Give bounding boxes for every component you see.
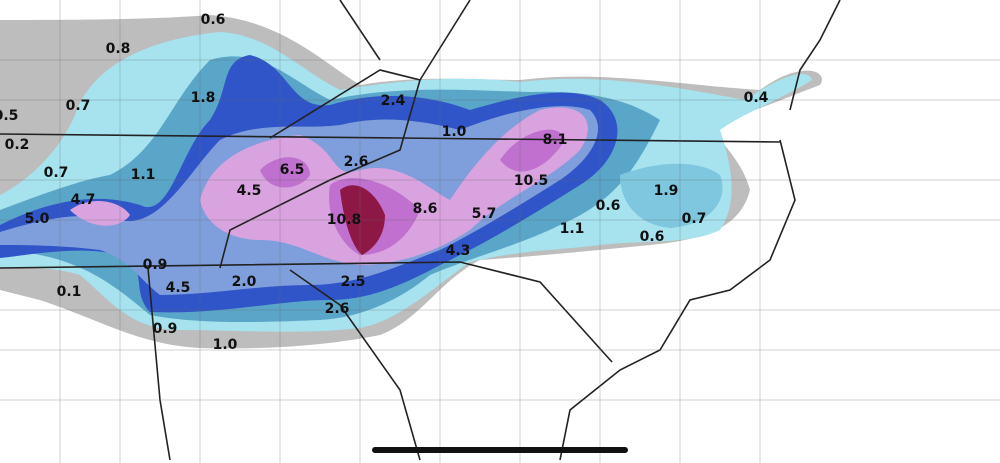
pink-west	[70, 200, 130, 226]
snowfall-amount-label: 8.1	[542, 132, 568, 148]
snowfall-amount-label: 0.1	[56, 284, 82, 300]
snowfall-amount-label: 0.5	[0, 108, 19, 124]
snowfall-amount-label: 5.0	[24, 211, 50, 227]
snowfall-amount-label: 0.4	[743, 90, 769, 106]
sc-ga-border	[289, 269, 421, 461]
snowfall-amount-label: 10.8	[326, 212, 362, 228]
snowfall-amount-label: 0.6	[639, 229, 665, 245]
snowfall-amount-label: 4.5	[236, 183, 262, 199]
snowfall-amount-label: 1.0	[212, 337, 238, 353]
snowfall-amount-label: 8.6	[412, 201, 438, 217]
magenta-band	[260, 129, 565, 255]
snowfall-amount-label: 0.6	[595, 198, 621, 214]
snowfall-amount-label: 1.9	[653, 183, 679, 199]
snowfall-amount-label: 0.8	[105, 41, 131, 57]
pink-band	[200, 107, 588, 265]
snowfall-amount-label: 4.3	[445, 243, 471, 259]
snowfall-amount-label: 0.9	[152, 321, 178, 337]
snowfall-amount-label: 1.0	[441, 124, 467, 140]
snowfall-amount-label: 6.5	[279, 162, 305, 178]
snowfall-amount-label: 0.7	[43, 165, 69, 181]
snowfall-amount-label: 5.7	[471, 206, 497, 222]
state-borders	[0, 0, 841, 461]
snowfall-amount-label: 2.0	[231, 274, 257, 290]
snowfall-amount-label: 0.9	[142, 257, 168, 273]
va-nc-tn-border	[219, 69, 421, 269]
snowfall-amount-label: 1.1	[130, 167, 156, 183]
snowfall-amount-label: 10.5	[513, 173, 549, 189]
snowfall-amount-label: 0.7	[681, 211, 707, 227]
snowfall-amount-label: 2.4	[380, 93, 406, 109]
snowfall-amount-label: 0.7	[65, 98, 91, 114]
snowfall-amount-label: 2.6	[324, 301, 350, 317]
snowfall-amount-label: 4.5	[165, 280, 191, 296]
snowfall-amount-label: 4.7	[70, 192, 96, 208]
snowfall-amount-label: 2.5	[340, 274, 366, 290]
snowfall-amount-label: 0.6	[200, 12, 226, 28]
home-indicator[interactable]	[372, 447, 628, 453]
tn-ga-al-border	[0, 261, 613, 363]
snowfall-amount-label: 1.1	[559, 221, 585, 237]
ky-tn-border	[0, 133, 781, 143]
snowfall-amount-label: 2.6	[343, 154, 369, 170]
chesapeake-coast	[789, 0, 841, 111]
snowfall-amount-label: 1.8	[190, 90, 216, 106]
snowfall-amount-label: 0.2	[4, 137, 30, 153]
ky-wv-border	[339, 0, 471, 81]
